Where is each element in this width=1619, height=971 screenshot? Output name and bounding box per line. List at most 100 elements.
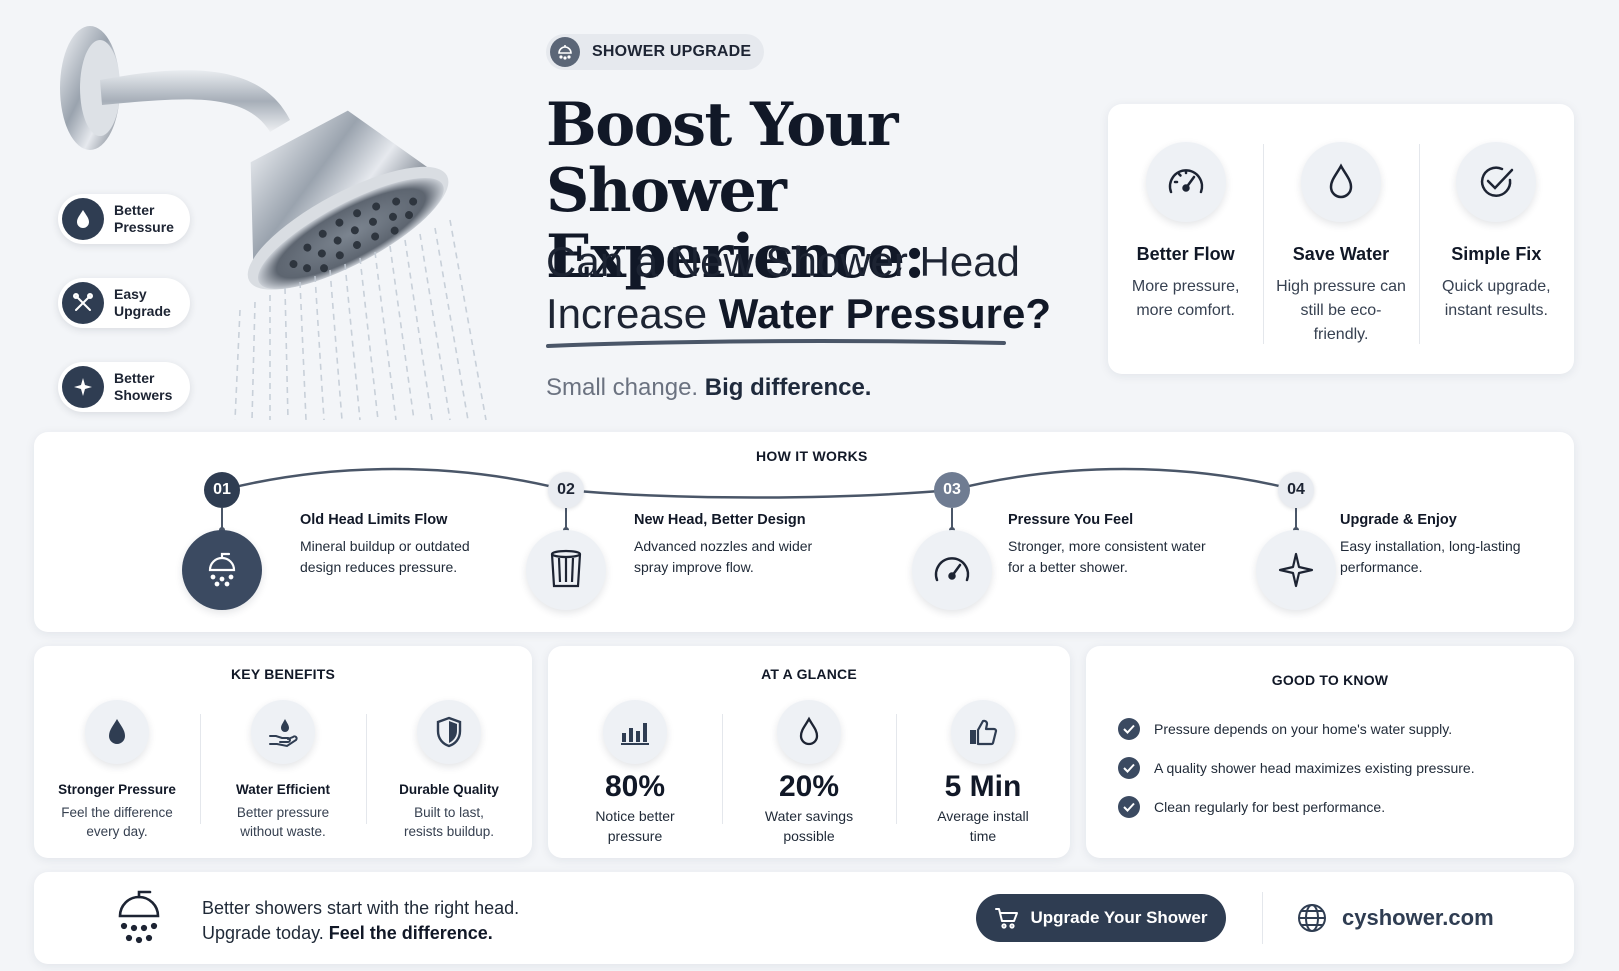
key-benefits-card: KEY BENEFITS Stronger Pressure Feel the … [34, 646, 532, 858]
title-underline [546, 339, 1006, 348]
bar-chart-icon [603, 700, 667, 764]
step-number: 03 [934, 472, 970, 508]
pill-line2: Showers [114, 387, 173, 403]
stat-item: 80% Notice better pressure [548, 700, 722, 846]
stat-item: 20% Water savings possible [722, 700, 896, 846]
cta-label: Upgrade Your Shower [1030, 908, 1208, 927]
page-title: Boost Your Shower Experience: [546, 92, 1106, 290]
subtitle-line2-a: Increase [546, 290, 719, 337]
benefit-item: Durable Quality Built to last, resists b… [366, 700, 532, 841]
badge-label: SHOWER UPGRADE [592, 43, 752, 60]
gauge-icon [912, 530, 992, 610]
pill-line1: Better [114, 202, 155, 218]
footer-text: Better showers start with the right head… [202, 896, 519, 946]
good-to-know-item: A quality shower head maximizes existing… [1118, 757, 1475, 779]
good-to-know-item: Clean regularly for best performance. [1118, 796, 1385, 818]
check-icon [1118, 796, 1140, 818]
step-4: Upgrade & Enjoy Easy installation, long-… [1340, 512, 1540, 578]
step-number: 04 [1278, 472, 1314, 508]
pill-line2: Upgrade [114, 303, 171, 319]
good-to-know-card: GOOD TO KNOW Pressure depends on your ho… [1086, 646, 1574, 858]
benefit-title: Durable Quality [399, 782, 499, 797]
step-title: Upgrade & Enjoy [1340, 512, 1457, 528]
step-title: Old Head Limits Flow [300, 512, 448, 528]
feature-desc: High pressure can still be eco-friendly. [1276, 278, 1406, 343]
pill-line1: Easy [114, 286, 147, 302]
good-to-know-text: Pressure depends on your home's water su… [1154, 721, 1453, 737]
at-a-glance-card: AT A GLANCE 80% Notice better pressure 2… [548, 646, 1070, 858]
feature-save-water: Save Water High pressure can still be ec… [1263, 104, 1418, 374]
shield-icon [417, 700, 481, 764]
pill-better-pressure: Better Pressure [58, 194, 190, 244]
footer-line1: Better showers start with the right head… [202, 898, 520, 918]
check-circle-icon [1456, 142, 1537, 222]
step-3: Pressure You Feel Stronger, more consist… [1008, 512, 1208, 578]
step-desc: Advanced nozzles and wider spray improve… [634, 538, 813, 575]
thumbs-up-icon [951, 700, 1015, 764]
drop-icon [1300, 142, 1381, 222]
feature-title: Better Flow [1136, 244, 1235, 264]
step-2: New Head, Better Design Advanced nozzles… [634, 512, 834, 578]
shower-head-illustration [60, 26, 487, 421]
benefit-item: Water Efficient Better pressure without … [200, 700, 366, 841]
stat-value: 20% [778, 770, 840, 803]
step-desc: Easy installation, long-lasting performa… [1340, 538, 1521, 575]
stat-desc: Water savings possible [764, 808, 854, 844]
step-1: Old Head Limits Flow Mineral buildup or … [300, 512, 500, 578]
how-it-works-card: HOW IT WORKS 01 02 03 04 Old Head Limits… [34, 432, 1574, 632]
stat-desc: Average install time [937, 808, 1029, 844]
step-title: New Head, Better Design [634, 512, 806, 528]
tools-icon [62, 282, 104, 324]
stat-desc: Notice better pressure [595, 808, 675, 844]
tagline: Small change. Big difference. [546, 374, 871, 402]
footer-line2-a: Upgrade today. [202, 923, 329, 943]
good-to-know-text: A quality shower head maximizes existing… [1154, 760, 1475, 776]
page-subtitle: Can a New Shower Head Increase Water Pre… [546, 236, 1086, 340]
website-label: cyshower.com [1342, 905, 1494, 930]
shower-upgrade-badge: SHOWER UPGRADE [546, 34, 764, 70]
cart-icon [994, 908, 1018, 929]
tagline-a: Small change. [546, 374, 705, 401]
sparkle-icon [1256, 530, 1336, 610]
nozzle-icon [526, 530, 606, 610]
drop-icon [85, 700, 149, 764]
benefit-desc: Feel the difference every day. [61, 805, 173, 839]
good-to-know-title: GOOD TO KNOW [1271, 672, 1389, 688]
feature-better-flow: Better Flow More pressure, more comfort. [1108, 104, 1263, 374]
step-title: Pressure You Feel [1008, 512, 1134, 528]
footer-bar: Better showers start with the right head… [34, 872, 1574, 964]
sparkle-icon [62, 366, 104, 408]
check-icon [1118, 757, 1140, 779]
step-desc: Mineral buildup or outdated design reduc… [300, 538, 470, 575]
stat-value: 5 Min [944, 770, 1022, 803]
stat-value: 80% [604, 770, 666, 803]
shower-icon [114, 888, 164, 948]
subtitle-line1: Can a New Shower Head [546, 238, 1020, 285]
step-number: 02 [548, 472, 584, 508]
benefit-item: Stronger Pressure Feel the difference ev… [34, 700, 200, 841]
feature-title: Save Water [1292, 244, 1390, 264]
drop-icon [62, 198, 104, 240]
subtitle-line2-b: Water Pressure? [718, 290, 1052, 337]
stat-item: 5 Min Average install time [896, 700, 1070, 846]
key-benefits-title: KEY BENEFITS [230, 666, 336, 682]
benefit-desc: Built to last, resists buildup. [403, 805, 495, 839]
title-line2: Shower Experience: [546, 156, 926, 292]
pill-line1: Better [114, 370, 155, 386]
website-link[interactable]: cyshower.com [1296, 902, 1494, 934]
step-desc: Stronger, more consistent water for a be… [1008, 538, 1206, 575]
check-icon [1118, 718, 1140, 740]
footer-line2-b: Feel the difference. [328, 923, 493, 943]
good-to-know-text: Clean regularly for best performance. [1154, 799, 1386, 815]
drop-icon [777, 700, 841, 764]
gauge-icon [1145, 142, 1226, 222]
upgrade-your-shower-button[interactable]: Upgrade Your Shower [976, 894, 1226, 942]
at-a-glance-title: AT A GLANCE [761, 666, 857, 682]
how-it-works-title: HOW IT WORKS [756, 448, 868, 464]
footer-divider [1262, 892, 1263, 944]
features-card: Better Flow More pressure, more comfort.… [1108, 104, 1574, 374]
shower-icon [182, 530, 262, 610]
pill-line2: Pressure [114, 219, 174, 235]
feature-title: Simple Fix [1451, 244, 1542, 264]
feature-desc: Quick upgrade, instant results. [1442, 278, 1551, 319]
